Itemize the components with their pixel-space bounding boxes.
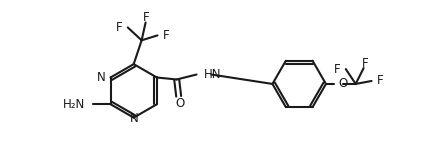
Text: N: N — [97, 71, 106, 84]
Text: F: F — [143, 11, 150, 24]
Text: F: F — [376, 75, 383, 87]
Text: O: O — [175, 97, 184, 110]
Text: H₂N: H₂N — [63, 98, 85, 111]
Text: F: F — [334, 63, 341, 76]
Text: HN: HN — [203, 68, 221, 81]
Text: F: F — [362, 57, 369, 70]
Text: F: F — [116, 21, 123, 34]
Text: N: N — [130, 112, 139, 125]
Text: O: O — [339, 77, 348, 90]
Text: F: F — [162, 29, 169, 42]
